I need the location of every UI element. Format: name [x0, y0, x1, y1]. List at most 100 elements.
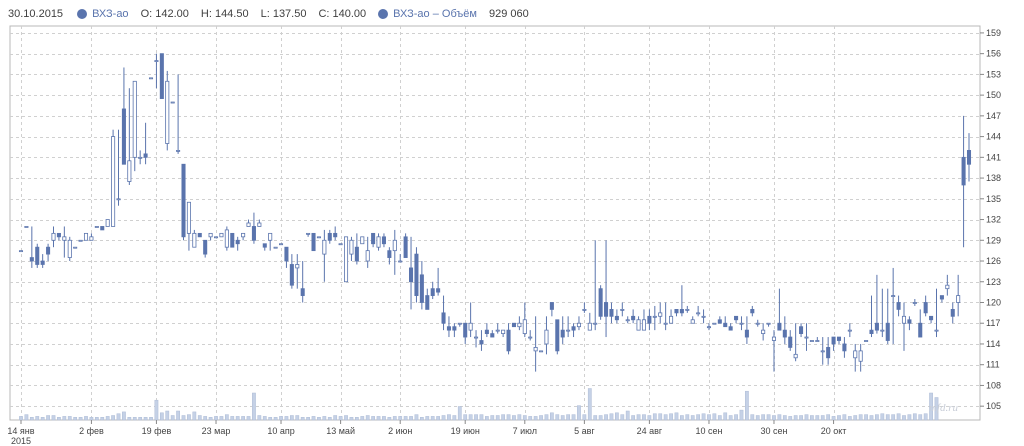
volume-bar — [577, 405, 581, 421]
volume-bar — [745, 390, 749, 421]
volume-bar — [246, 416, 251, 421]
volume-bar — [257, 415, 262, 421]
volume-bar — [268, 417, 273, 421]
candle-body — [858, 350, 863, 362]
volume-bar — [365, 415, 370, 421]
candle-body — [425, 295, 430, 310]
legend-high: H: 144.50 — [200, 8, 249, 20]
volume-bar — [149, 417, 153, 421]
volume-bar — [425, 416, 430, 421]
volume-bar — [620, 414, 625, 421]
candle-body — [463, 322, 468, 338]
candle-body — [419, 274, 424, 303]
volume-bar — [376, 416, 381, 421]
volume-bar — [560, 415, 565, 421]
candle-body — [83, 232, 89, 241]
candle-body — [278, 243, 284, 246]
volume-bar — [224, 414, 229, 421]
y-tick-label: 144 — [986, 132, 1001, 142]
candle-body — [436, 288, 441, 293]
candle-body — [89, 236, 94, 241]
volume-bar — [734, 414, 738, 421]
legend-close: C: 140.00 — [318, 8, 367, 20]
candle-body — [322, 239, 327, 255]
candle-body — [918, 322, 923, 338]
volume-bar — [94, 417, 99, 421]
volume-bar — [550, 412, 554, 421]
y-tick-label: 129 — [986, 235, 1001, 245]
volume-bar — [468, 414, 473, 421]
volume-bar — [652, 413, 657, 421]
candle-body — [230, 232, 235, 248]
volume-bar — [804, 414, 809, 421]
legend-open: O: 142.00 — [140, 8, 189, 20]
candle-body — [105, 219, 110, 227]
chart-grid — [9, 25, 981, 421]
x-tick-label: 24 авг — [637, 426, 663, 436]
volume-bar — [40, 417, 45, 421]
candle-body — [782, 329, 787, 338]
volume-bar — [105, 416, 110, 421]
candle-body — [441, 312, 446, 324]
volume-bar — [306, 417, 310, 421]
legend-volume-name[interactable]: ВХЗ-ао – Объём — [393, 8, 477, 20]
candle-body — [685, 309, 690, 311]
volume-bar — [625, 410, 630, 421]
volume-bar — [539, 415, 543, 421]
volume-bar — [116, 413, 121, 421]
volume-bar — [327, 417, 332, 421]
series-marker-icon — [77, 9, 88, 19]
legend-series-name[interactable]: ВХЗ-ао — [92, 8, 129, 20]
candle-body — [874, 322, 879, 331]
candle-body — [24, 226, 29, 228]
volume-bar — [51, 415, 56, 421]
candle-body — [262, 243, 267, 248]
volume-bar — [311, 416, 316, 421]
candle-body — [614, 315, 619, 321]
volume-bar — [842, 414, 847, 421]
candle-body — [739, 322, 744, 325]
x-tick-label: 2 июн — [388, 426, 412, 436]
legend-low: L: 137.50 — [260, 8, 307, 20]
candle-body — [809, 340, 814, 342]
candle-body — [956, 295, 961, 303]
volume-bar — [799, 415, 803, 421]
candle-body — [587, 322, 592, 331]
volume-bar — [772, 415, 776, 421]
volume-bar — [831, 416, 836, 421]
volume-bars — [19, 388, 939, 421]
volume-bar — [598, 415, 603, 421]
volume-bar — [701, 413, 706, 421]
volume-bar — [555, 414, 560, 421]
volume-bar — [403, 416, 408, 421]
candle-body — [501, 329, 506, 334]
volume-bar — [360, 416, 365, 421]
candle-body — [235, 239, 240, 245]
volume-bar — [587, 388, 592, 421]
candle-body — [728, 326, 733, 331]
volume-bar — [896, 413, 901, 421]
volume-bar — [604, 414, 608, 421]
x-tick-label: 19 июн — [451, 426, 480, 436]
candle-body — [371, 232, 376, 245]
volume-bar — [241, 416, 245, 421]
candle-body — [620, 309, 625, 311]
x-tick-sublabel: 2015 — [11, 436, 31, 446]
volume-bar — [197, 415, 202, 421]
volume-bar — [918, 414, 923, 421]
candle-body — [338, 243, 343, 246]
candle-body — [836, 336, 842, 341]
candle-body — [766, 322, 771, 325]
volume-bar — [875, 414, 879, 421]
volume-bar — [452, 415, 457, 421]
volume-bar — [934, 397, 939, 421]
volume-bar — [414, 414, 419, 421]
candle-body — [945, 284, 950, 290]
candle-body — [111, 136, 116, 227]
volume-bar — [880, 413, 885, 421]
volume-bar — [864, 414, 868, 421]
candle-body — [517, 322, 522, 328]
candle-body — [701, 315, 706, 318]
candle-body — [961, 156, 966, 186]
